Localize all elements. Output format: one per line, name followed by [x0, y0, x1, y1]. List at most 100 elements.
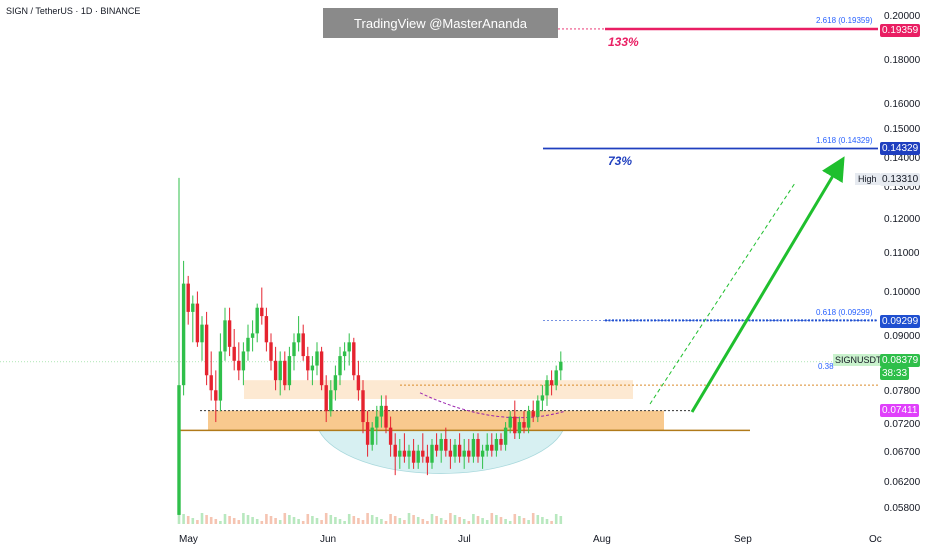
- volume-bar: [481, 518, 484, 524]
- candle-body: [324, 385, 328, 412]
- volume-bar: [504, 519, 507, 524]
- volume-bar: [531, 513, 535, 524]
- time-label-jun: Jun: [320, 534, 337, 545]
- price-tick: 0.05800: [884, 503, 921, 514]
- candle-body: [237, 360, 241, 371]
- candle-body: [384, 405, 388, 428]
- candle-body: [232, 346, 236, 361]
- volume-bar: [458, 517, 461, 524]
- volume-bar: [186, 516, 190, 524]
- volume-bar: [545, 519, 549, 524]
- volume-bar: [191, 518, 195, 524]
- candle-body: [540, 395, 545, 401]
- volume-bar: [311, 516, 314, 524]
- price-tick: 0.07800: [884, 386, 921, 397]
- candle-body: [476, 438, 480, 457]
- time-label-may: May: [179, 534, 198, 545]
- candle-body: [416, 450, 420, 463]
- volume-bar: [536, 515, 540, 524]
- price-tick: 0.06700: [884, 447, 921, 458]
- candle-body: [365, 422, 370, 445]
- volume-bar: [366, 513, 369, 524]
- candle-body: [227, 320, 232, 347]
- symbol-title[interactable]: SIGN / TetherUS · 1D · BINANCE: [6, 6, 141, 16]
- candle-body: [329, 390, 333, 412]
- candle-body: [407, 450, 411, 457]
- price-tick: 0.10000: [884, 287, 921, 298]
- candle-body: [549, 380, 554, 386]
- volume-bar: [255, 519, 259, 524]
- volume-bar: [200, 513, 204, 524]
- candlesticks: [177, 177, 563, 515]
- volume-bar: [389, 514, 392, 524]
- volume-bar: [476, 516, 480, 524]
- volume-bar: [288, 515, 291, 524]
- volume-bar: [361, 520, 365, 524]
- price-tick: 0.11000: [884, 248, 920, 259]
- volume-bar: [223, 514, 227, 524]
- volume-bar: [522, 518, 526, 524]
- volume-bar: [329, 515, 333, 524]
- high-label: High: [855, 173, 880, 185]
- time-label-oct: Oc: [869, 534, 882, 545]
- candle-body: [264, 316, 269, 343]
- candle-body: [388, 427, 393, 445]
- annotation-73-percent: 73%: [608, 154, 633, 168]
- volume-bar: [209, 517, 213, 524]
- solid-projection-arrow: [690, 156, 845, 413]
- foreground-layer: [649, 156, 845, 413]
- candle-body: [439, 438, 443, 451]
- volume-bar: [315, 518, 319, 524]
- candle-body: [315, 351, 319, 366]
- candle-body: [467, 450, 471, 457]
- candle-body: [218, 351, 223, 401]
- price-tick: 0.16000: [884, 99, 921, 110]
- candle-body: [526, 411, 531, 428]
- candle-body: [444, 438, 448, 451]
- indicator-lines-layer: [0, 27, 878, 432]
- candle-body: [273, 360, 278, 381]
- candle-body: [513, 416, 517, 434]
- candle-body: [306, 356, 310, 371]
- candle-body: [195, 303, 200, 343]
- fib-0618-price-tag: 0.09299: [880, 315, 921, 328]
- volume-bar: [439, 518, 443, 524]
- volume-bar: [490, 513, 494, 524]
- volume-bar: [384, 521, 388, 524]
- volume-bar: [398, 518, 402, 524]
- price-tick: 0.14000: [884, 153, 921, 164]
- price-tick: 0.06200: [884, 477, 921, 488]
- price-tick: 0.20000: [884, 11, 921, 22]
- candle-body: [278, 360, 282, 381]
- volume-bar: [407, 513, 411, 524]
- candle-body: [361, 390, 365, 423]
- candle-body: [191, 303, 195, 312]
- price-tick: 0.12000: [884, 214, 921, 225]
- candle-body: [246, 337, 250, 352]
- price-tick: 0.07200: [884, 419, 921, 430]
- candle-body: [522, 422, 526, 428]
- volume-bar: [393, 516, 397, 524]
- candle-body: [379, 405, 384, 417]
- volume-bar: [297, 519, 300, 524]
- volume-bar: [426, 521, 429, 524]
- candle-body: [214, 390, 218, 401]
- volume-bar: [347, 514, 351, 524]
- candle-body: [448, 450, 453, 457]
- fib-label-0618: 0.618 (0.09299): [816, 308, 873, 317]
- volume-bar: [527, 520, 530, 524]
- volume-bar: [228, 516, 231, 524]
- volume-bar: [352, 516, 356, 524]
- volume-bar: [274, 518, 277, 524]
- volume-bar: [380, 519, 383, 524]
- volume-bar: [205, 515, 208, 524]
- candle-body: [333, 375, 338, 391]
- volume-bar: [467, 521, 471, 524]
- volume-bar: [242, 513, 245, 524]
- annotation-133-percent: 133%: [608, 35, 639, 49]
- candle-body: [241, 351, 246, 371]
- candle-body: [485, 444, 489, 451]
- candle-body: [375, 416, 379, 428]
- candle-body: [181, 283, 186, 386]
